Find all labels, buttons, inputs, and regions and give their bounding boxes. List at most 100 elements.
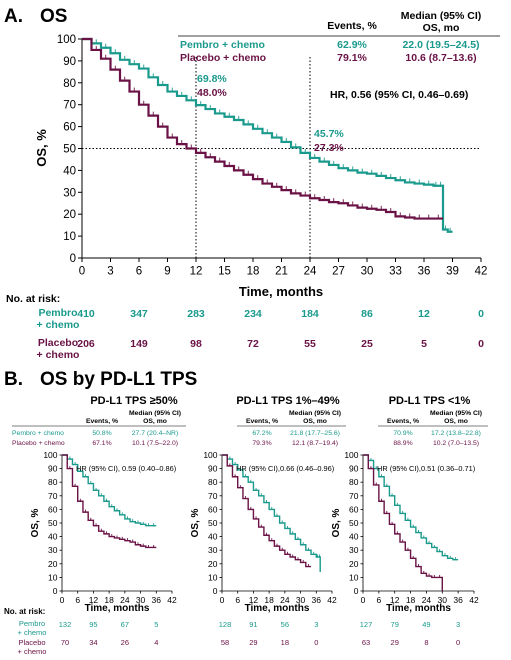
- events-header: Events, %: [327, 20, 377, 32]
- panel-a-xlabel: Time, months: [239, 284, 323, 299]
- subpanel-2: PD-L1 TPS 1%–49% Events, % Median (95% CI)…: [190, 395, 346, 647]
- x-tick-label: 36: [312, 595, 322, 605]
- subpanel-events-header: Events, %: [387, 418, 419, 425]
- at-risk-placebo-label-1: Placebo: [38, 337, 78, 349]
- subpanel-row-median: 10.2 (7.0–13.5): [433, 440, 479, 447]
- y-tick-label: 50: [208, 518, 218, 528]
- at-risk-value: 12: [418, 308, 430, 320]
- x-tick-label: 6: [136, 266, 142, 278]
- subpanel-at-risk-value: 58: [221, 638, 229, 647]
- subpanel-at-risk-value: 70: [61, 638, 69, 647]
- median-header-line2: OS, mo: [423, 22, 460, 34]
- x-tick-label: 18: [247, 266, 260, 278]
- y-tick-label: 0: [70, 253, 76, 265]
- subpanel-row-median: 12.1 (8.7–19.4): [292, 440, 338, 447]
- panel-b-at-risk-placebo-label-2: + chemo: [18, 647, 47, 656]
- x-tick-label: 0: [79, 266, 85, 278]
- subpanel-at-risk-value: 128: [219, 620, 232, 629]
- y-tick-label: 50: [48, 518, 58, 528]
- legend-pembro-label: Pembro + chemo: [180, 39, 265, 51]
- x-tick-label: 24: [304, 266, 317, 278]
- subpanel-at-risk-value: 127: [360, 620, 373, 629]
- subpanel-at-risk-value: 79: [391, 620, 399, 629]
- annotation-placebo-12mo: 48.0%: [197, 87, 227, 99]
- km-curve-pembro-chemo: [82, 37, 453, 233]
- subpanel-row-median: 17.2 (13.8–22.8): [431, 430, 481, 437]
- x-tick-label: 36: [453, 595, 463, 605]
- panel-b-at-risk-title: No. at risk:: [4, 607, 45, 616]
- annotation-pembro-24mo: 45.7%: [314, 128, 344, 140]
- y-tick-label: 80: [63, 78, 76, 90]
- subpanel-at-risk-value: 63: [362, 638, 370, 647]
- y-tick-label: 20: [349, 559, 359, 569]
- at-risk-pembro-label-1: Pembro: [38, 307, 77, 319]
- km-curve-placebo-chemo: [363, 454, 443, 591]
- subpanel-at-risk-value: 95: [89, 620, 97, 629]
- y-tick-label: 0: [354, 586, 359, 596]
- x-tick-label: 6: [75, 595, 80, 605]
- x-tick-label: 3: [107, 266, 113, 278]
- x-tick-label: 18: [406, 595, 416, 605]
- at-risk-value: 72: [247, 338, 259, 350]
- y-tick-label: 30: [48, 545, 58, 555]
- x-tick-label: 9: [164, 266, 170, 278]
- subpanel-at-risk-value: 67: [121, 620, 129, 629]
- y-tick-label: 100: [203, 450, 217, 460]
- x-tick-label: 42: [167, 595, 177, 605]
- x-tick-label: 27: [332, 266, 345, 278]
- y-tick-label: 50: [349, 518, 359, 528]
- panel-b-at-risk-pembro-label-2: + chemo: [18, 628, 47, 637]
- y-tick-label: 30: [349, 545, 359, 555]
- y-tick-label: 80: [48, 477, 58, 487]
- y-tick-label: 40: [349, 532, 359, 542]
- y-tick-label: 20: [48, 559, 58, 569]
- y-tick-label: 90: [208, 464, 218, 474]
- subpanel-title: PD-L1 TPS <1%: [389, 395, 471, 407]
- panel-a-title: OS: [40, 6, 67, 27]
- subpanel-row-label: Placebo + chemo: [12, 440, 65, 447]
- y-tick-label: 10: [63, 231, 76, 243]
- km-curve-placebo-chemo: [62, 454, 157, 549]
- subpanel-at-risk-value: 26: [121, 638, 129, 647]
- y-tick-label: 60: [349, 504, 359, 514]
- subpanel-row-median: 27.7 (20.4–NR): [132, 430, 178, 437]
- x-tick-label: 36: [152, 595, 162, 605]
- x-tick-label: 24: [422, 595, 432, 605]
- annotation-placebo-24mo: 27.3%: [314, 142, 344, 154]
- legend-placebo-label: Placebo + chemo: [180, 52, 266, 64]
- at-risk-value: 184: [301, 308, 319, 320]
- y-tick-label: 100: [43, 450, 57, 460]
- at-risk-value: 347: [130, 308, 148, 320]
- y-tick-label: 30: [63, 187, 76, 199]
- at-risk-value: 283: [187, 308, 205, 320]
- km-curve-pembro-chemo: [363, 454, 459, 561]
- at-risk-value: 410: [77, 308, 95, 320]
- legend-pembro-events: 62.9%: [337, 39, 367, 51]
- x-tick-label: 24: [280, 595, 290, 605]
- subpanel-3: PD-L1 TPS <1%Events, %Median (95% CI)OS,…: [331, 395, 488, 647]
- subpanel-1: PD-L1 TPS ≥50%Events, %Median (95% CI)OS…: [12, 395, 186, 647]
- km-curve-pembro-chemo: [62, 454, 157, 527]
- y-tick-label: 70: [349, 491, 359, 501]
- subpanel-xlabel: Time, months: [85, 603, 150, 614]
- subpanel-at-risk-value: 34: [89, 638, 97, 647]
- at-risk-value: 0: [478, 338, 484, 350]
- legend-placebo-median: 10.6 (8.7–13.6): [405, 52, 476, 64]
- x-tick-label: 42: [475, 266, 488, 278]
- x-tick-label: 30: [438, 595, 448, 605]
- y-tick-label: 40: [48, 532, 58, 542]
- x-tick-label: 18: [104, 595, 114, 605]
- subpanel-at-risk-value: 3: [456, 620, 460, 629]
- legend-pembro-median: 22.0 (19.5–24.5): [402, 39, 479, 51]
- y-tick-label: 40: [208, 532, 218, 542]
- y-tick-label: 70: [48, 491, 58, 501]
- x-tick-label: 12: [89, 595, 99, 605]
- y-tick-label: 40: [63, 165, 76, 177]
- subpanel-at-risk-value: 8: [424, 638, 428, 647]
- subpanel-events-header: Events, %: [246, 418, 278, 425]
- subpanel-row-events: 79.3%: [252, 440, 271, 447]
- subpanel-row-median: 21.8 (17.7–25.6): [290, 430, 340, 437]
- x-tick-label: 12: [190, 266, 203, 278]
- y-tick-label: 90: [349, 464, 359, 474]
